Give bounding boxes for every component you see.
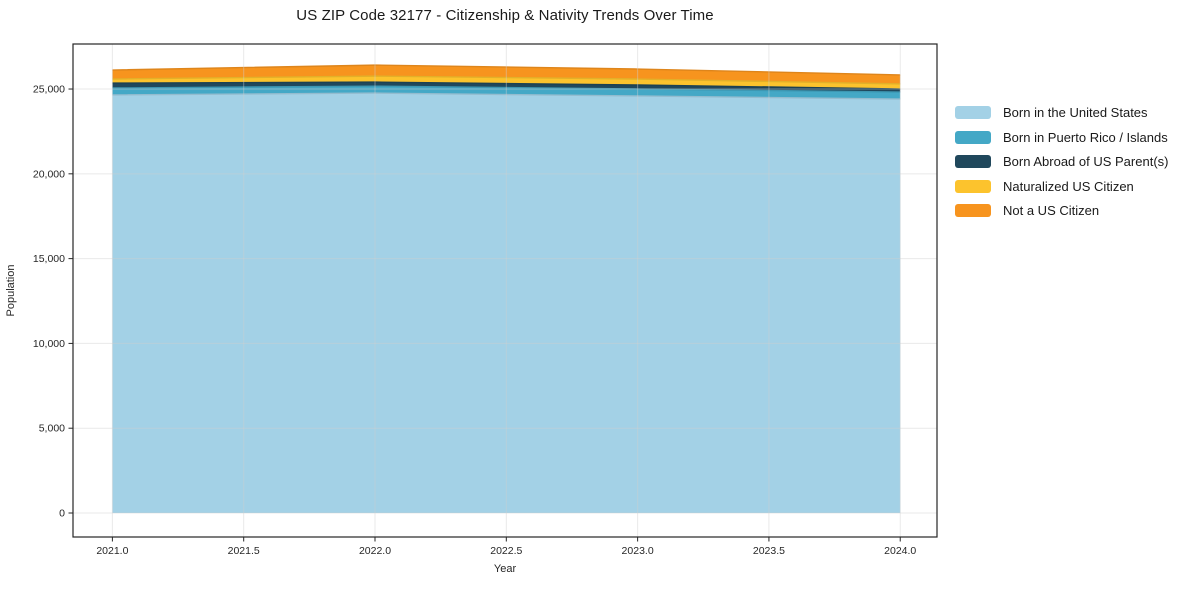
- area-series-1: [112, 86, 901, 100]
- legend-swatch-icon: [955, 204, 991, 217]
- legend: Born in the United States Born in Puerto …: [955, 104, 1168, 227]
- x-tick-label: 2022.5: [490, 545, 522, 557]
- x-tick-label: 2022.0: [359, 545, 391, 557]
- legend-label: Not a US Citizen: [1003, 203, 1100, 218]
- y-tick-label: 5,000: [39, 423, 65, 435]
- x-tick-label: 2023.5: [753, 545, 785, 557]
- legend-item-3: Naturalized US Citizen: [955, 178, 1168, 195]
- area-series-4: [112, 65, 901, 84]
- legend-item-1: Born in Puerto Rico / Islands: [955, 129, 1168, 146]
- legend-label: Born Abroad of US Parent(s): [1003, 154, 1169, 169]
- area-series-0: [112, 93, 901, 514]
- area-edge-4: [112, 64, 901, 76]
- x-tick-label: 2021.0: [96, 545, 128, 557]
- x-tick-label: 2021.5: [228, 545, 260, 557]
- x-tick-label: 2023.0: [622, 545, 654, 557]
- y-axis-label: Population: [5, 265, 17, 317]
- y-tick-label: 10,000: [33, 338, 65, 350]
- legend-item-4: Not a US Citizen: [955, 202, 1168, 219]
- chart-title: US ZIP Code 32177 - Citizenship & Nativi…: [296, 7, 714, 24]
- legend-label: Born in the United States: [1003, 105, 1148, 120]
- y-tick-label: 25,000: [33, 84, 65, 96]
- y-tick-label: 20,000: [33, 168, 65, 180]
- legend-label: Born in Puerto Rico / Islands: [1003, 129, 1168, 145]
- x-axis-label: Year: [494, 563, 517, 575]
- legend-swatch-icon: [955, 179, 991, 193]
- y-tick-label: 0: [59, 508, 65, 520]
- x-tick-label: 2024.0: [884, 545, 916, 557]
- legend-swatch-icon: [955, 155, 991, 168]
- y-tick-label: 15,000: [33, 253, 65, 265]
- legend-swatch-icon: [955, 106, 991, 119]
- area-edge-0: [112, 92, 901, 100]
- legend-swatch-icon: [955, 130, 991, 144]
- legend-label: Naturalized US Citizen: [1003, 178, 1134, 194]
- area-edge-1: [112, 85, 901, 93]
- area-edge-2: [112, 81, 901, 90]
- legend-item-2: Born Abroad of US Parent(s): [955, 153, 1168, 170]
- legend-item-0: Born in the United States: [955, 104, 1168, 121]
- plot-frame: [72, 43, 938, 538]
- area-edge-3: [112, 75, 901, 85]
